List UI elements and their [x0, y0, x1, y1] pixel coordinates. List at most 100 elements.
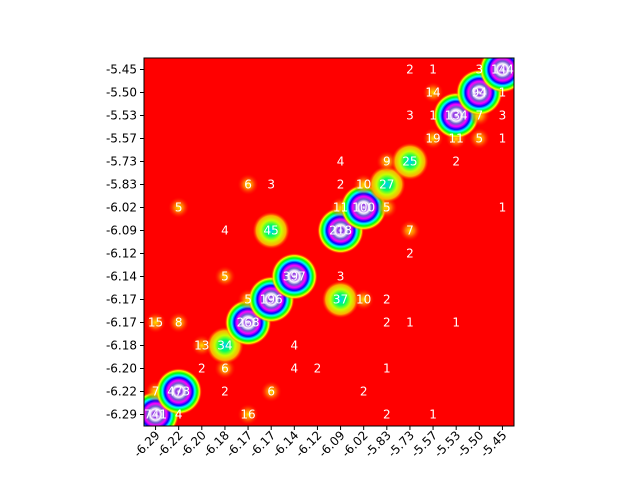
heatmap-blob [168, 197, 190, 218]
cell-value-label: 13 [194, 339, 209, 353]
heatmap-blob [271, 253, 318, 300]
cell-value-label: 14 [425, 86, 440, 100]
cell-value-label: 5 [221, 270, 229, 284]
y-tick-label: -6.29 [106, 408, 137, 422]
cell-value-label: 1 [429, 63, 437, 77]
cell-value-label: 3 [499, 109, 507, 123]
cell-value-label: 15 [148, 316, 163, 330]
cell-value-label: 7 [406, 224, 414, 238]
heatmap-blob [237, 404, 259, 425]
y-tick-label: -5.50 [106, 86, 137, 100]
x-axis: -6.29-6.22-6.20-6.18-6.17-6.17-6.14-6.12… [131, 426, 510, 460]
cell-value-label: 100 [352, 201, 375, 215]
heatmap-blobs [144, 58, 514, 426]
heatmap-blob [252, 212, 290, 249]
heatmap-blob [322, 281, 360, 318]
cell-value-label: 397 [283, 270, 306, 284]
heatmap-blob [368, 166, 406, 203]
cell-value-label: 7 [152, 385, 160, 399]
cell-value-label: 6 [244, 178, 252, 192]
y-tick-label: -5.57 [106, 132, 137, 146]
cell-labels: 741 4 16 2 17 473 2 6 22 6 4 2 113 34 415 8 268 2 1 15 196 37… [144, 63, 514, 422]
heatmap-blob [214, 358, 236, 379]
heatmap-blob [376, 197, 398, 218]
cell-value-label: 34 [217, 339, 232, 353]
cell-value-label: 134 [445, 109, 468, 123]
y-axis: -5.45 -5.50 -5.53 -5.57 -5.73 -5.83 -6.02 -6.09… [106, 63, 144, 422]
heatmap-blob [353, 174, 375, 195]
cell-value-label: 1 [429, 109, 437, 123]
heatmap-blob [237, 174, 259, 195]
cell-value-label: 25 [402, 155, 417, 169]
heatmap-blob [145, 312, 166, 333]
cell-value-label: 1 [429, 408, 437, 422]
cell-value-label: 6 [267, 385, 275, 399]
cell-value-label: 11 [449, 132, 464, 146]
cell-value-label: 4 [175, 408, 183, 422]
cell-value-label: 5 [244, 293, 252, 307]
cell-value-label: 5 [475, 132, 483, 146]
y-tick-label: -5.53 [106, 109, 137, 123]
cell-value-label: 1 [406, 316, 414, 330]
y-tick-label: -6.22 [106, 385, 137, 399]
cell-value-label: 27 [379, 178, 394, 192]
cell-value-label: 4 [221, 224, 229, 238]
cell-value-label: 3 [337, 270, 345, 284]
cell-value-label: 2 [383, 293, 391, 307]
y-tick-label: -6.09 [106, 224, 137, 238]
cell-value-label: 7 [475, 109, 483, 123]
x-tick-label: -5.45 [478, 428, 510, 460]
y-tick-label: -6.12 [106, 247, 137, 261]
cell-value-label: 2 [221, 385, 229, 399]
cell-value-label: 5 [383, 201, 391, 215]
heatmap-blob [155, 368, 202, 415]
cell-value-label: 2 [406, 63, 414, 77]
heatmap-blob [191, 335, 213, 356]
heatmap-blob [468, 128, 490, 149]
cell-value-label: 2 [360, 385, 368, 399]
cell-value-label: 2 [383, 316, 391, 330]
cell-value-label: 741 [144, 408, 167, 422]
cell-value-label: 2 [337, 178, 345, 192]
cell-value-label: 268 [237, 316, 260, 330]
cell-value-label: 10 [356, 293, 371, 307]
cell-value-label: 37 [333, 293, 348, 307]
heatmap-blob [214, 266, 236, 287]
cell-value-label: 1 [499, 86, 507, 100]
cell-value-label: 2 [314, 362, 322, 376]
heatmap-blob [479, 58, 514, 93]
cell-value-label: 1 [499, 201, 507, 215]
plot-frame [143, 57, 515, 427]
heatmap-blob [422, 82, 444, 103]
cell-value-label: 8 [175, 316, 183, 330]
y-tick-label: -5.73 [106, 155, 137, 169]
heatmap-blob [260, 381, 282, 402]
y-tick-label: -6.14 [106, 270, 137, 284]
cell-value-label: 45 [264, 224, 279, 238]
cell-value-label: 1 [383, 362, 391, 376]
heatmap-blob [168, 312, 190, 333]
y-tick-label: -6.17 [106, 293, 137, 307]
cell-value-label: 4 [337, 155, 345, 169]
cell-value-label: 2 [406, 247, 414, 261]
cell-value-label: 2 [452, 155, 460, 169]
cell-value-label: 94 [472, 86, 487, 100]
y-tick-label: -6.17 [106, 316, 137, 330]
heatmap-blob [422, 128, 444, 149]
cell-value-label: 4 [290, 362, 298, 376]
y-tick-label: -5.45 [106, 63, 137, 77]
cell-value-label: 196 [260, 293, 283, 307]
cell-value-label: 3 [267, 178, 275, 192]
cell-value-label: 10 [356, 178, 371, 192]
cell-value-label: 9 [383, 155, 391, 169]
cell-value-label: 16 [240, 408, 255, 422]
heatmap-blob [399, 220, 421, 241]
cell-value-label: 5 [175, 201, 183, 215]
cell-value-label: 1 [499, 132, 507, 146]
heatmap-blob [376, 151, 398, 172]
y-tick-label: -6.18 [106, 339, 137, 353]
cell-value-label: 4 [290, 339, 298, 353]
y-tick-label: -6.02 [106, 201, 137, 215]
cell-value-label: 11 [333, 201, 348, 215]
